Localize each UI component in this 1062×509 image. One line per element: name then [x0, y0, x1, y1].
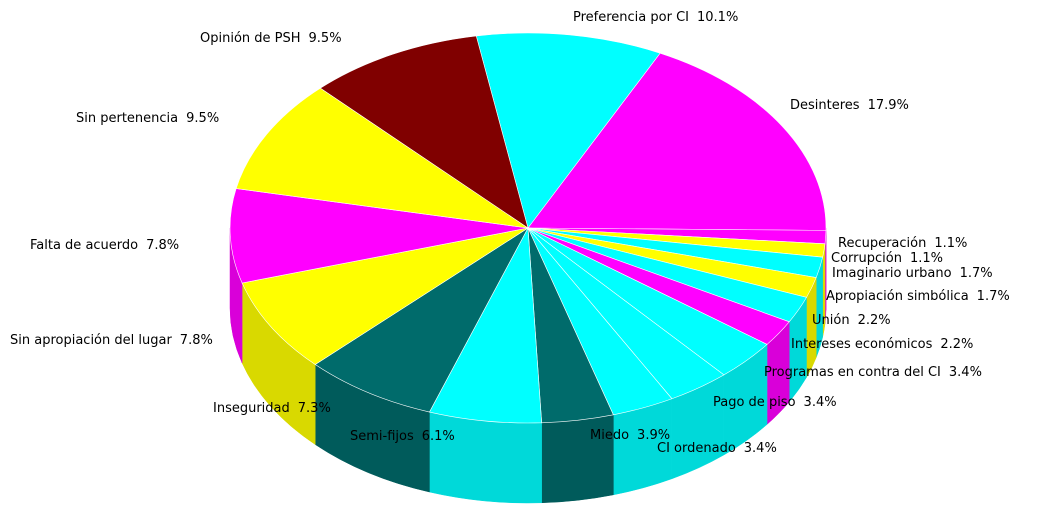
slice-label: Recuperación 1.1%: [838, 236, 967, 251]
slice-name: Imaginario urbano: [832, 266, 952, 281]
slice-value: 7.8%: [146, 238, 179, 253]
slice-name: CI ordenado: [657, 441, 736, 456]
slice-value: 6.1%: [422, 429, 455, 444]
slice-label: Intereses económicos 2.2%: [791, 337, 973, 352]
slice-label: Falta de acuerdo 7.8%: [30, 238, 179, 253]
slice-value: 1.7%: [977, 289, 1010, 304]
slice-name: Semi-fijos: [350, 429, 414, 444]
slice: [229, 188, 529, 284]
slice-label: Inseguridad 7.3%: [213, 401, 331, 416]
slice-value: 1.7%: [960, 266, 993, 281]
slice-name: Sin apropiación del lugar: [10, 333, 172, 348]
slice-label: Opinión de PSH 9.5%: [200, 31, 342, 46]
slice-name: Miedo: [590, 428, 629, 443]
slice-label: CI ordenado 3.4%: [657, 441, 777, 456]
slice-value: 1.1%: [934, 236, 967, 251]
slice-name: Pago de piso: [713, 395, 796, 410]
slice-name: Intereses económicos: [791, 337, 933, 352]
slice-value: 3.4%: [804, 395, 837, 410]
slice-label: Sin pertenencia 9.5%: [76, 111, 219, 126]
slice: [319, 35, 529, 229]
slice-label: Imaginario urbano 1.7%: [832, 266, 993, 281]
slice-label: Unión 2.2%: [812, 313, 891, 328]
pie-sides: [229, 227, 827, 504]
slice-label: Desinteres 17.9%: [790, 98, 909, 113]
slice-label: Programas en contra del CI 3.4%: [764, 365, 982, 380]
slice-label: Apropiación simbólica 1.7%: [826, 289, 1010, 304]
slice-name: Sin pertenencia: [76, 111, 178, 126]
slice-name: Recuperación: [838, 236, 926, 251]
slice-name: Falta de acuerdo: [30, 238, 138, 253]
slice-label: Sin apropiación del lugar 7.8%: [10, 333, 213, 348]
slice: [241, 227, 529, 365]
slice-label: Preferencia por CI 10.1%: [573, 10, 738, 25]
slice-value: 3.4%: [744, 441, 777, 456]
slice-label: Corrupción 1.1%: [831, 251, 943, 266]
slice-label: Pago de piso 3.4%: [713, 395, 837, 410]
slice: [314, 227, 529, 413]
slice-label: Semi-fijos 6.1%: [350, 429, 455, 444]
slice-value: 9.5%: [309, 31, 342, 46]
slice-value: 7.3%: [298, 401, 331, 416]
slice-name: Programas en contra del CI: [764, 365, 941, 380]
slice-name: Desinteres: [790, 98, 860, 113]
slice-name: Opinión de PSH: [200, 31, 301, 46]
slice-value: 1.1%: [910, 251, 943, 266]
slice-value: 10.1%: [697, 10, 738, 25]
slice-name: Corrupción: [831, 251, 902, 266]
slice-value: 2.2%: [858, 313, 891, 328]
slice: [235, 87, 529, 229]
pie-tops: [229, 32, 827, 424]
slice-value: 3.4%: [949, 365, 982, 380]
slice-name: Apropiación simbólica: [826, 289, 969, 304]
slice-value: 17.9%: [868, 98, 909, 113]
slice-value: 3.9%: [637, 428, 670, 443]
slice-side: [429, 411, 542, 504]
slice-name: Inseguridad: [213, 401, 290, 416]
slice-value: 9.5%: [186, 111, 219, 126]
slice-label: Miedo 3.9%: [590, 428, 670, 443]
slice: [475, 32, 661, 229]
slice-name: Preferencia por CI: [573, 10, 689, 25]
slice: [527, 52, 827, 231]
slice-value: 2.2%: [940, 337, 973, 352]
slice-name: Unión: [812, 313, 850, 328]
slice-value: 7.8%: [180, 333, 213, 348]
